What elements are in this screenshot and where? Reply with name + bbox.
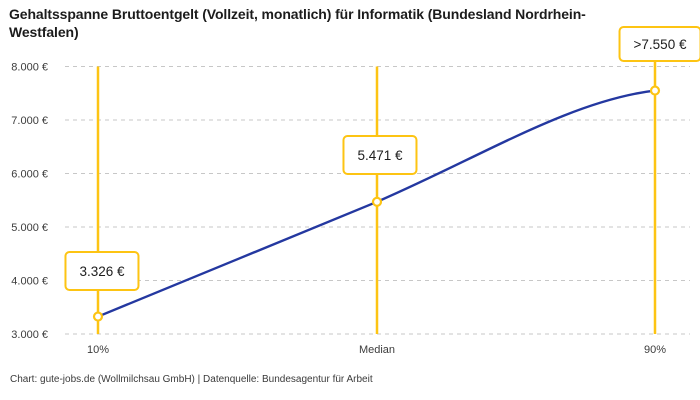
y-axis-tick-label: 3.000 €	[11, 329, 48, 341]
y-axis-tick-label: 7.000 €	[11, 115, 48, 127]
x-axis-tick-label: 10%	[87, 344, 109, 356]
value-label-median: 5.471 €	[342, 135, 418, 175]
x-axis-tick-label: 90%	[644, 344, 666, 356]
data-point-marker-median	[371, 196, 383, 207]
y-axis-tick-label: 5.000 €	[11, 222, 48, 234]
y-axis-tick-label: 6.000 €	[11, 169, 48, 181]
y-axis-tick-label: 8.000 €	[11, 62, 48, 74]
data-point-marker-p90	[649, 85, 661, 96]
value-label-p10: 3.326 €	[64, 251, 140, 291]
chart-attribution: Chart: gute-jobs.de (Wollmilchsau GmbH) …	[10, 374, 373, 385]
chart-title: Gehaltsspanne Bruttoentgelt (Vollzeit, m…	[9, 6, 586, 41]
y-axis-tick-label: 4.000 €	[11, 276, 48, 288]
x-axis-tick-label: Median	[359, 344, 395, 356]
value-label-p90: >7.550 €	[618, 26, 700, 62]
data-point-marker-p10	[92, 311, 104, 322]
